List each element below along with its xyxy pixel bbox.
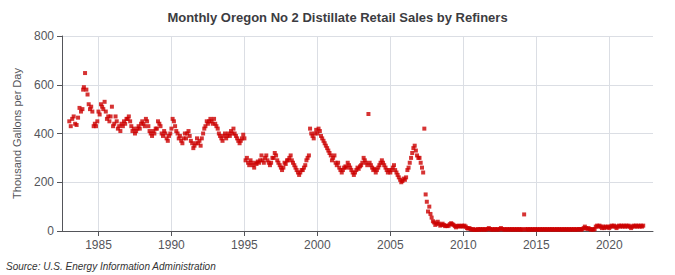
svg-text:800: 800 [34,29,54,43]
svg-text:1985: 1985 [85,238,112,252]
svg-text:600: 600 [34,78,54,92]
svg-text:2020: 2020 [596,238,623,252]
svg-text:1995: 1995 [231,238,258,252]
svg-text:200: 200 [34,175,54,189]
svg-text:Source: U.S. Energy Informatio: Source: U.S. Energy Information Administ… [6,261,216,272]
svg-text:2005: 2005 [377,238,404,252]
svg-text:2010: 2010 [450,238,477,252]
svg-text:Thousand Gallons per Day: Thousand Gallons per Day [11,68,23,199]
svg-text:2000: 2000 [304,238,331,252]
svg-text:1990: 1990 [158,238,185,252]
svg-text:400: 400 [34,127,54,141]
svg-text:Monthly Oregon No 2 Distillate: Monthly Oregon No 2 Distillate Retail Sa… [167,10,507,25]
svg-text:2015: 2015 [523,238,550,252]
svg-text:0: 0 [47,224,54,238]
